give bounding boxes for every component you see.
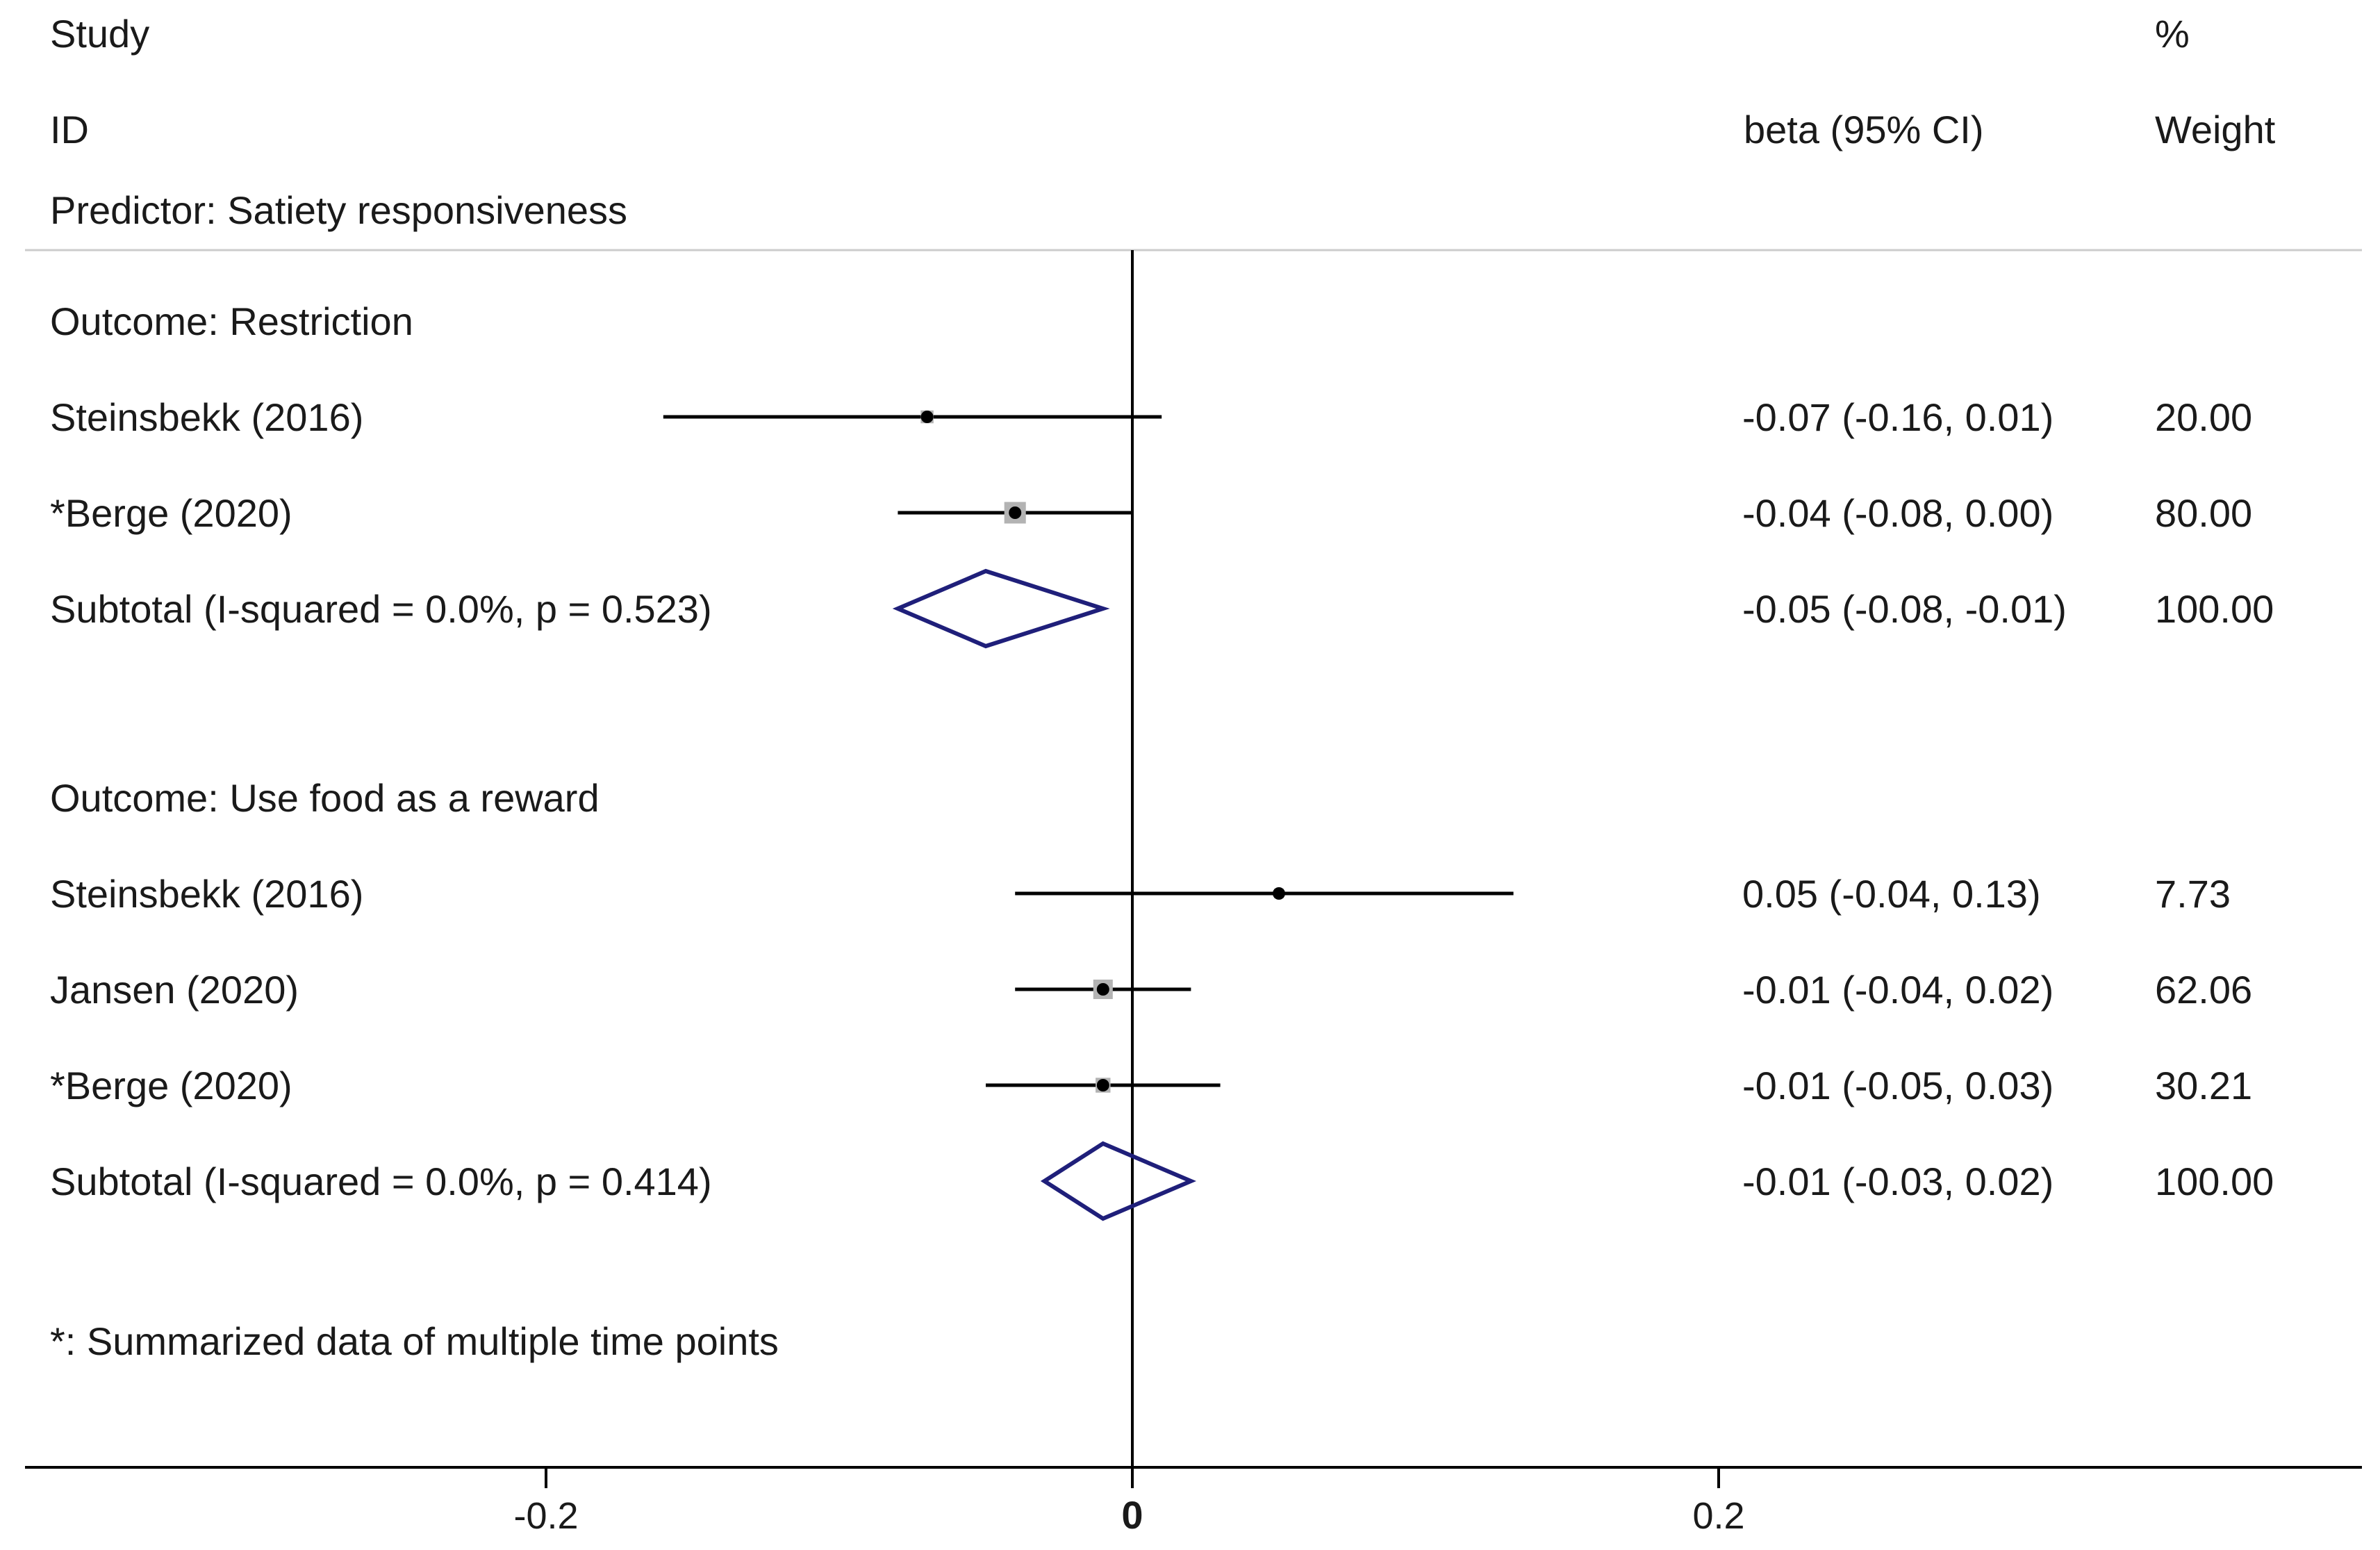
subtotal-diamond: [892, 568, 1110, 649]
weight-text: 30.21: [2155, 1064, 2252, 1107]
point-estimate: [920, 411, 934, 423]
ci-text: -0.04 (-0.08, 0.00): [1742, 491, 2053, 535]
subtotal-weight-text: 100.00: [2155, 587, 2274, 631]
subtotal-diamond: [1040, 1141, 1197, 1221]
subtotal-label: Subtotal (I-squared = 0.0%, p = 0.523): [50, 587, 712, 631]
subtotal-ci-text: -0.05 (-0.08, -0.01): [1742, 587, 2067, 631]
point-estimate: [1096, 983, 1109, 996]
header-study: Study: [50, 12, 149, 56]
weight-text: 7.73: [2155, 872, 2231, 916]
point-estimate: [1009, 506, 1022, 519]
predictor-label: Predictor: Satiety responsiveness: [50, 188, 627, 232]
study-label: Jansen (2020): [50, 968, 299, 1012]
study-label: *Berge (2020): [50, 491, 292, 535]
footnote: *: Summarized data of multiple time poin…: [50, 1319, 779, 1363]
x-tick-label: 0.2: [1692, 1495, 1744, 1537]
subtotal-weight-text: 100.00: [2155, 1160, 2274, 1203]
subtotal-ci-text: -0.01 (-0.03, 0.02): [1742, 1160, 2053, 1203]
weight-text: 80.00: [2155, 491, 2252, 535]
weight-text: 62.06: [2155, 968, 2252, 1012]
ci-text: -0.01 (-0.05, 0.03): [1742, 1064, 2053, 1107]
x-tick-label: 0: [1121, 1493, 1143, 1537]
header-percent: %: [2155, 12, 2190, 56]
point-estimate: [1096, 1079, 1109, 1091]
point-estimate: [1273, 887, 1285, 900]
header-weight: Weight: [2155, 108, 2276, 151]
header-id: ID: [50, 108, 89, 151]
study-label: Steinsbekk (2016): [50, 395, 363, 439]
outcome-use-food-as-reward: Outcome: Use food as a reward: [50, 776, 600, 820]
weight-text: 20.00: [2155, 395, 2252, 439]
outcome-restriction: Outcome: Restriction: [50, 299, 413, 343]
header-effect: beta (95% CI): [1744, 108, 1984, 151]
study-label: *Berge (2020): [50, 1064, 292, 1107]
ci-text: -0.07 (-0.16, 0.01): [1742, 395, 2053, 439]
x-axis-ticks: -0.2 0 0.2: [513, 1467, 1745, 1537]
study-label: Steinsbekk (2016): [50, 872, 363, 916]
ci-text: 0.05 (-0.04, 0.13): [1742, 872, 2041, 916]
x-tick-label: -0.2: [513, 1495, 578, 1537]
ci-text: -0.01 (-0.04, 0.02): [1742, 968, 2053, 1012]
subtotal-label: Subtotal (I-squared = 0.0%, p = 0.414): [50, 1160, 712, 1203]
